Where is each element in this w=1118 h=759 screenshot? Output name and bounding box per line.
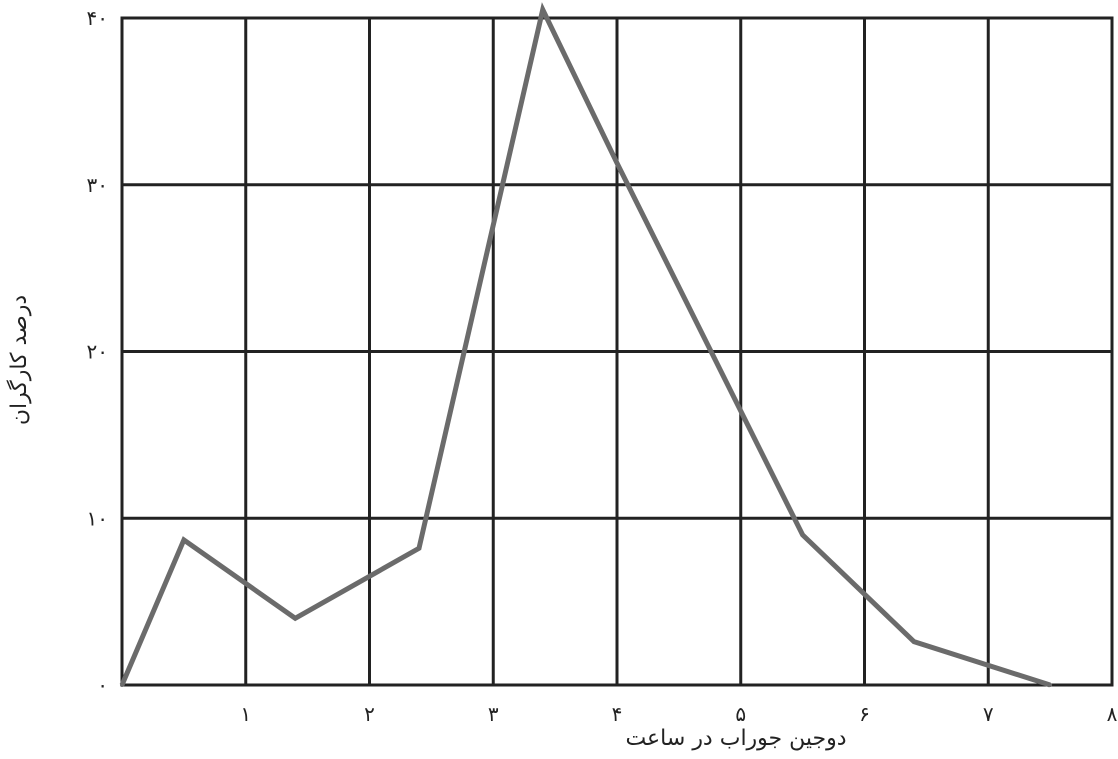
y-tick-labels: ۰ ۱۰ ۲۰ ۳۰ ۴۰ <box>87 6 108 697</box>
x-tick-label: ۷ <box>983 702 994 726</box>
data-point <box>120 683 124 687</box>
y-axis-title: درصد کارگران <box>6 295 32 425</box>
grid-lines <box>122 18 1112 685</box>
data-point <box>912 639 916 644</box>
x-tick-label: ۵ <box>735 702 746 726</box>
y-tick-label: ۴۰ <box>87 6 108 30</box>
x-tick-label: ۱ <box>240 702 251 726</box>
x-tick-labels: ۱ ۲ ۳ ۴ ۵ ۶ ۷ ۸ <box>240 702 1117 726</box>
plot-frame <box>120 16 1114 687</box>
x-axis-title: دوجین جوراب در ساعت <box>625 726 846 751</box>
x-tick-label: ۸ <box>1107 702 1118 726</box>
data-point <box>293 616 298 621</box>
data-point <box>417 546 421 551</box>
y-tick-label: ۳۰ <box>87 173 108 197</box>
data-point <box>1048 683 1053 687</box>
y-tick-label: ۲۰ <box>87 340 108 364</box>
x-tick-label: ۳ <box>488 702 499 726</box>
series-line <box>119 2 1051 688</box>
data-point <box>181 537 186 542</box>
y-tick-label: ۱۰ <box>87 506 108 530</box>
data-point <box>800 532 805 537</box>
x-tick-label: ۲ <box>364 702 375 726</box>
y-tick-label: ۰ <box>97 673 108 697</box>
data-point <box>615 161 619 166</box>
data-point <box>540 7 545 12</box>
x-tick-label: ۶ <box>859 702 870 726</box>
x-tick-label: ۴ <box>612 702 623 726</box>
series-layer <box>119 2 1053 688</box>
